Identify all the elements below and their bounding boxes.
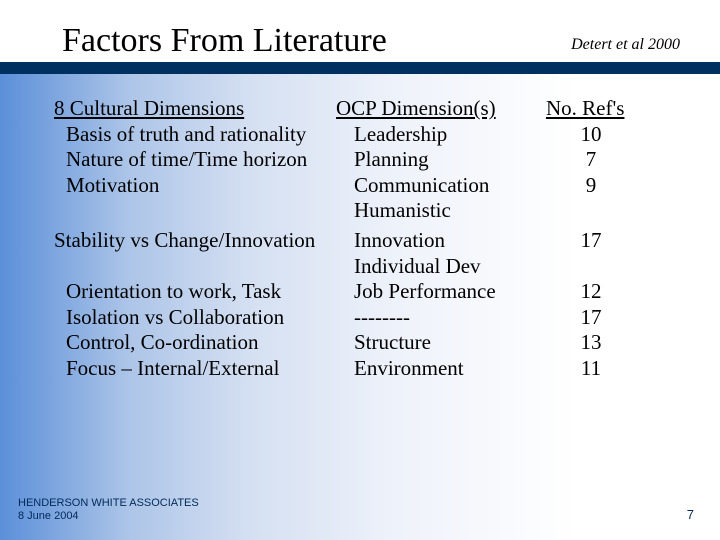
cell-cultural: Stability vs Change/Innovation [54,228,336,254]
table-row: Stability vs Change/InnovationInnovation… [54,228,690,254]
header-cultural-dimensions: 8 Cultural Dimensions [54,96,336,122]
cell-refs: 13 [536,330,646,356]
cell-ocp: Humanistic [336,198,536,224]
cell-refs: 12 [536,279,646,305]
cell-cultural: Motivation [54,173,336,199]
page-number: 7 [687,507,694,522]
footer-block: HENDERSON WHITE ASSOCIATES 8 June 2004 [18,497,199,525]
table-row: Isolation vs Collaboration--------17 [54,305,690,331]
table-row: MotivationCommunication9 [54,173,690,199]
cell-cultural: Isolation vs Collaboration [54,305,336,331]
cell-refs: 17 [536,228,646,254]
table-row: Control, Co-ordinationStructure13 [54,330,690,356]
table-row: Orientation to work, TaskJob Performance… [54,279,690,305]
table-row: Focus – Internal/ExternalEnvironment11 [54,356,690,382]
header-ocp-dimensions: OCP Dimension(s) [336,96,536,122]
cell-cultural: Nature of time/Time horizon [54,147,336,173]
footer-date: 8 June 2004 [18,510,199,524]
cell-ocp: Individual Dev [336,254,536,280]
table-row: Basis of truth and rationalityLeadership… [54,122,690,148]
cell-ocp: Leadership [336,122,536,148]
table-region: 8 Cultural Dimensions OCP Dimension(s) N… [54,96,690,382]
slide-title: Factors From Literature [62,22,387,60]
cell-cultural: Focus – Internal/External [54,356,336,382]
footer-org: HENDERSON WHITE ASSOCIATES [18,497,199,511]
cell-refs: 7 [536,147,646,173]
table-row: Nature of time/Time horizonPlanning7 [54,147,690,173]
cell-cultural: Basis of truth and rationality [54,122,336,148]
cell-ocp: Communication [336,173,536,199]
cell-cultural [54,254,336,280]
cell-ocp: Structure [336,330,536,356]
cell-ocp: Innovation [336,228,536,254]
table-row: Individual Dev [54,254,690,280]
cell-ocp: Environment [336,356,536,382]
cell-cultural: Orientation to work, Task [54,279,336,305]
cell-refs: 9 [536,173,646,199]
citation-text: Detert et al 2000 [571,36,680,54]
cell-cultural: Control, Co-ordination [54,330,336,356]
cell-cultural [54,198,336,224]
accent-band [0,62,720,74]
cell-ocp: Planning [336,147,536,173]
table-row: Humanistic [54,198,690,224]
header-refs: No. Ref's [536,96,646,122]
cell-refs: 11 [536,356,646,382]
cell-ocp: Job Performance [336,279,536,305]
cell-ocp: -------- [336,305,536,331]
title-bar: Factors From Literature Detert et al 200… [0,0,720,62]
cell-refs: 10 [536,122,646,148]
table-header-row: 8 Cultural Dimensions OCP Dimension(s) N… [54,96,690,122]
cell-refs: 17 [536,305,646,331]
cell-refs [536,254,646,280]
cell-refs [536,198,646,224]
